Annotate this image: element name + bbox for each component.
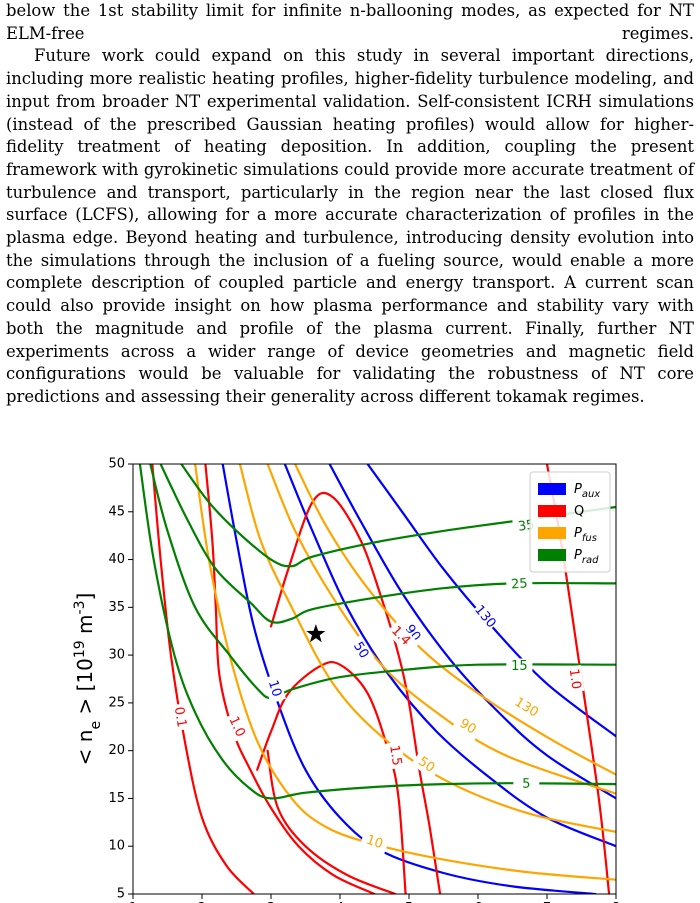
contour-p-aux-130-3 — [366, 464, 616, 738]
contour-label-p-rad: 25 — [511, 576, 529, 592]
contour-label-bg — [385, 741, 406, 770]
legend-box — [529, 471, 611, 573]
x-tick-label: 7 — [543, 901, 551, 903]
legend-entry: Paux — [574, 482, 600, 501]
contour-label-p-rad: 15 — [511, 659, 528, 674]
contour-q-1-5-7 — [269, 491, 442, 894]
contour-p-aux-90-2 — [328, 464, 616, 800]
contour-label-bg — [169, 703, 190, 732]
y-tick-label: 10 — [108, 839, 125, 854]
legend-entry: Q — [574, 504, 584, 519]
legend-swatch — [538, 549, 566, 561]
contour-label-p-rad: 5 — [522, 777, 530, 792]
legend-entry: Pfus — [574, 526, 597, 545]
contour-label-bg — [564, 664, 585, 694]
x-tick-label: 6 — [474, 901, 482, 903]
plot-frame — [132, 463, 617, 895]
legend-entry: Prad — [574, 548, 599, 567]
y-tick-label: 5 — [117, 887, 125, 902]
contour-label-bg — [385, 621, 416, 651]
y-tick-label: 30 — [108, 648, 125, 663]
contour-label-p-aux: 10 — [265, 678, 284, 698]
x-tick-label: 1 — [129, 901, 137, 903]
paragraph-1: below the 1st stability limit for infini… — [6, 1, 694, 43]
star-marker — [306, 624, 326, 643]
contour-label-p-fus: 90 — [457, 716, 479, 737]
contour-label-bg — [470, 601, 500, 632]
legend: Paux Q Pfus Prad — [529, 471, 611, 573]
contour-p-fus-130-13 — [294, 464, 616, 776]
contour-p-fus-90-12 — [266, 464, 616, 795]
contour-label-bg — [506, 658, 533, 675]
contour-label-bg — [505, 575, 533, 594]
contour-label-bg — [452, 713, 483, 741]
contour-p-rad-25-15 — [159, 464, 616, 624]
contour-label-q: 1.0 — [566, 668, 584, 691]
y-tick-label: 25 — [108, 695, 125, 710]
y-axis-label: < ne > [1019 m-3] — [72, 593, 104, 766]
contour-label-p-fus: 10 — [364, 833, 385, 853]
contour-p-fus-10-10 — [194, 464, 616, 881]
contour-p-rad-5-17 — [138, 464, 616, 800]
contour-label-p-aux: 50 — [350, 639, 371, 661]
x-tick-label: 3 — [267, 901, 275, 903]
y-tick-label: 20 — [108, 743, 125, 758]
y-tick-label: 35 — [108, 600, 125, 615]
body-text: below the 1st stability limit for infini… — [6, 0, 694, 409]
contour-label-q: 0.1 — [171, 706, 189, 729]
contour-label-bg — [223, 711, 250, 742]
contour-p-fus-50-11 — [238, 464, 616, 833]
contour-label-q: 1.5 — [386, 744, 404, 767]
contour-q-1-4-6 — [256, 660, 407, 894]
contour-label-bg — [347, 635, 375, 666]
contour-label-bg — [411, 750, 442, 779]
legend-swatch — [538, 505, 566, 517]
x-tick-label: 2 — [198, 901, 206, 903]
contour-p-rad-35-14 — [180, 464, 616, 568]
x-tick-label: 5 — [405, 901, 413, 903]
y-tick-label: 40 — [108, 552, 125, 567]
contour-label-bg — [398, 617, 427, 649]
legend-swatch — [538, 483, 566, 495]
y-tick-label: 50 — [108, 457, 125, 472]
contour-label-bg — [511, 694, 542, 722]
contour-label-bg — [359, 830, 390, 855]
contour-p-aux-10-0 — [221, 464, 597, 894]
x-tick-label: 4 — [336, 901, 344, 903]
contour-label-bg — [513, 775, 540, 793]
legend-swatch — [538, 527, 566, 539]
contour-label-bg — [262, 673, 286, 704]
paragraph-2: Future work could expand on this study i… — [6, 46, 694, 406]
y-tick-label: 15 — [108, 791, 125, 806]
y-tick-label: 45 — [108, 504, 125, 519]
x-tick-label: 8 — [612, 901, 620, 903]
contour-q-extra-8 — [266, 749, 397, 894]
